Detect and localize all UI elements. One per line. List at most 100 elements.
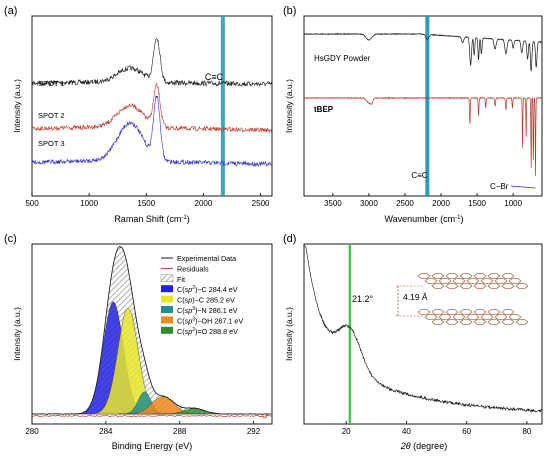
- hexagon-ring: [473, 283, 487, 289]
- panel-c-x-tick-label: 280: [25, 427, 39, 436]
- panel-c-peaks: [31, 246, 272, 419]
- panel-d: (d) 21.2° 4.19 Å 20 40 60 80 2θ (degree) In…: [283, 233, 543, 451]
- panel-a-cc-band: [220, 16, 225, 196]
- residual-marker: [262, 413, 267, 419]
- panel-d-pattern: [304, 245, 542, 413]
- hexagon-ring: [508, 278, 522, 284]
- panel-c-label: (c): [4, 233, 17, 245]
- panel-c-x-tick-label: 292: [247, 427, 261, 436]
- panel-d-label: (d): [283, 233, 296, 245]
- panel-b-label: (b): [283, 5, 296, 17]
- xrd-pattern-line: [304, 245, 542, 413]
- spot-3-label: SPOT 3: [38, 139, 65, 148]
- legend-entry-label: C(sp3)−N 286.1 eV: [177, 306, 238, 315]
- hexagon-ring: [459, 283, 473, 289]
- spot-3-spectrum: [31, 95, 273, 168]
- hexagon-ring: [459, 273, 473, 279]
- panel-d-y-title: Intensity (a.u.): [284, 307, 294, 361]
- hexagon-ring: [501, 319, 515, 325]
- panel-b-x-axis: 3500 3000 2500 2000 1500 1000: [324, 193, 523, 208]
- panel-b-x-tick-label: 2500: [396, 199, 414, 208]
- hexagon-ring: [459, 309, 473, 315]
- graphdiyne-layer: [417, 309, 529, 325]
- panel-b-x-tick-label: 1000: [504, 199, 522, 208]
- hexagon-ring: [452, 314, 466, 320]
- hexagon-ring: [480, 314, 494, 320]
- hexagon-ring: [459, 319, 473, 325]
- panel-a: (a) C≡C SPOT 1 SPOT 2 SPOT 3 500 1000 1500…: [4, 5, 273, 224]
- hexagon-ring: [501, 273, 515, 279]
- panel-a-x-tick-label: 500: [25, 199, 39, 208]
- hexagon-ring: [494, 278, 508, 284]
- panel-a-label: (a): [4, 5, 17, 17]
- panel-d-x-tick-label: 40: [402, 427, 411, 436]
- legend-entry-label: C(sp)−C 285.2 eV: [177, 296, 235, 305]
- panel-d-x-tick-label: 20: [342, 427, 351, 436]
- hexagon-ring: [508, 314, 522, 320]
- hexagon-ring: [417, 309, 431, 315]
- panel-c-y-title: Intensity (a.u.): [12, 307, 22, 361]
- hexagon-ring: [487, 283, 501, 289]
- panel-b-x-tick-label: 3500: [324, 199, 342, 208]
- hexagon-ring: [466, 314, 480, 320]
- hexagon-ring: [487, 309, 501, 315]
- panel-b: (b) C≡C HsGDY Powder tBEP C−Br 3500 3000 2…: [283, 5, 543, 224]
- panel-a-x-title: Raman Shift (cm-1): [114, 214, 189, 224]
- legend-swatch: [161, 326, 173, 334]
- panel-c-x-tick-label: 284: [99, 427, 113, 436]
- hexagon-ring: [431, 273, 445, 279]
- peak-21-label: 21.2°: [352, 294, 374, 304]
- c-br-pointer: [510, 185, 536, 189]
- legend-entry-label: Experimental Data: [177, 254, 236, 263]
- legend-entry-label: C(sp2)−C 284.4 eV: [177, 285, 238, 294]
- panel-a-x-tick-label: 2500: [252, 199, 270, 208]
- panel-a-x-tick-label: 2000: [195, 199, 213, 208]
- hexagon-ring: [417, 273, 431, 279]
- spot-1-spectrum: [31, 38, 273, 87]
- hexagon-ring: [431, 319, 445, 325]
- tbep-label: tBEP: [314, 105, 334, 114]
- hexagon-ring: [515, 283, 529, 289]
- interlayer-spacing-label: 4.19 Å: [403, 292, 428, 302]
- legend-swatch: [161, 316, 173, 324]
- panel-b-frame: [303, 15, 543, 197]
- legend-entry-label: Residuals: [177, 264, 209, 273]
- panel-d-frame: [303, 243, 543, 425]
- stacked-layers-illustration: [396, 273, 529, 325]
- hexagon-ring: [452, 278, 466, 284]
- hexagon-ring: [466, 278, 480, 284]
- hexagon-ring: [438, 278, 452, 284]
- panel-b-y-title: Intensity (a.u.): [284, 79, 294, 133]
- hexagon-ring: [445, 309, 459, 315]
- hexagon-ring: [445, 283, 459, 289]
- panel-a-cc-label: C≡C: [205, 72, 224, 82]
- experimental-data-line: [31, 246, 272, 415]
- residuals-line: [31, 414, 272, 418]
- spot-2-label: SPOT 2: [38, 111, 65, 120]
- panel-b-x-tick-label: 2000: [432, 199, 450, 208]
- hexagon-ring: [473, 309, 487, 315]
- hexagon-ring: [487, 319, 501, 325]
- panel-b-cc-label: C≡C: [411, 171, 427, 180]
- panel-b-cc-band: [425, 16, 430, 196]
- panel-d-x-axis: 20 40 60 80: [342, 421, 532, 436]
- hexagon-ring: [445, 319, 459, 325]
- legend-entry-label: C(sp2)=O 288.8 eV: [177, 327, 238, 336]
- hexagon-ring: [431, 309, 445, 315]
- hexagon-ring: [515, 319, 529, 325]
- hexagon-ring: [487, 273, 501, 279]
- hsgdy-powder-label: HsGDY Powder: [314, 54, 371, 63]
- panel-b-x-title: Wavenumber (cm-1): [384, 214, 463, 224]
- hexagon-ring: [473, 273, 487, 279]
- panel-a-x-tick-label: 1500: [137, 199, 155, 208]
- hexagon-ring: [424, 314, 438, 320]
- panel-c-x-title: Binding Energy (eV): [112, 441, 193, 451]
- hexagon-ring: [480, 278, 494, 284]
- legend-entry-label: Fit: [177, 275, 185, 284]
- hexagon-ring: [445, 273, 459, 279]
- panel-b-x-tick-label: 3000: [360, 199, 378, 208]
- panel-d-x-title: 2θ (degree): [400, 441, 447, 451]
- panel-a-y-title: Intensity (a.u.): [12, 79, 22, 133]
- panel-b-x-tick-label: 1500: [468, 199, 486, 208]
